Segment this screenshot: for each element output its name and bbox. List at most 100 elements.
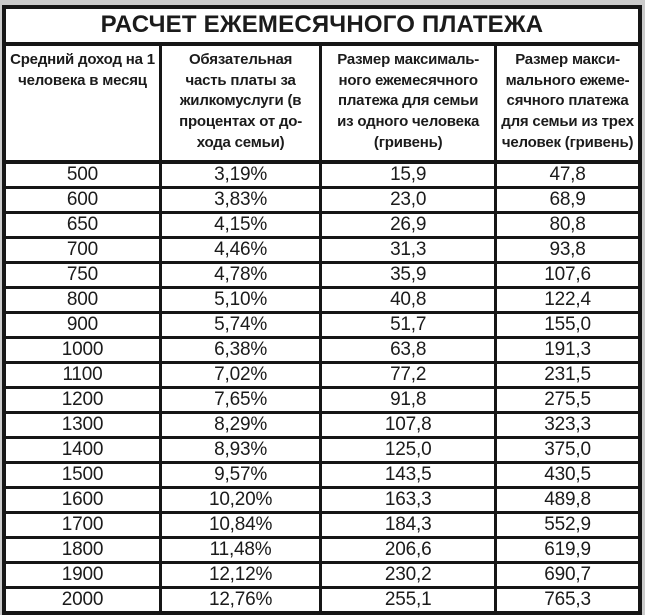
payment-three-persons-cell: 765,3 — [494, 586, 642, 615]
percent-cell: 10,20% — [158, 486, 323, 514]
percent-cell: 10,84% — [158, 511, 323, 539]
payment-one-person-cell: 77,2 — [319, 361, 498, 389]
table-row: 900 5,74% 51,7 155,0 — [2, 311, 642, 339]
income-cell: 500 — [2, 160, 162, 189]
table-row: 2000 12,76% 255,1 765,3 — [2, 586, 642, 615]
percent-cell: 6,38% — [158, 336, 323, 364]
payment-three-persons-cell: 47,8 — [494, 160, 642, 189]
table-row: 800 5,10% 40,8 122,4 — [2, 286, 642, 314]
payment-one-person-cell: 163,3 — [319, 486, 498, 514]
percent-cell: 3,83% — [158, 186, 323, 214]
payment-three-persons-cell: 619,9 — [494, 536, 642, 564]
payment-one-person-cell: 31,3 — [319, 236, 498, 264]
table-body: 500 3,19% 15,9 47,8 600 3,83% 23,0 68,9 650 4,15%… — [2, 160, 642, 615]
income-cell: 600 — [2, 186, 162, 214]
payment-three-persons-cell: 375,0 — [494, 436, 642, 464]
income-cell: 1600 — [2, 486, 162, 514]
income-cell: 1900 — [2, 561, 162, 589]
percent-cell: 12,76% — [158, 586, 323, 615]
income-cell: 800 — [2, 286, 162, 314]
percent-cell: 4,15% — [158, 211, 323, 239]
table-row: 1200 7,65% 91,8 275,5 — [2, 386, 642, 414]
payment-three-persons-cell: 430,5 — [494, 461, 642, 489]
payment-one-person-cell: 15,9 — [319, 160, 498, 189]
income-cell: 1000 — [2, 336, 162, 364]
payment-calculation-table: РАСЧЕТ ЕЖЕМЕСЯЧНОГО ПЛАТЕЖА Средний дохо… — [2, 5, 642, 615]
income-cell: 700 — [2, 236, 162, 264]
table-row: 1600 10,20% 163,3 489,8 — [2, 486, 642, 514]
payment-three-persons-cell: 552,9 — [494, 511, 642, 539]
income-cell: 1300 — [2, 411, 162, 439]
column-header-payment-three-persons: Размер макси- мального ежеме- сячного пл… — [494, 42, 642, 164]
income-cell: 1100 — [2, 361, 162, 389]
income-cell: 650 — [2, 211, 162, 239]
percent-cell: 8,29% — [158, 411, 323, 439]
column-header-payment-one-person: Размер максималь- ного ежемесячного плат… — [319, 42, 498, 164]
payment-one-person-cell: 91,8 — [319, 386, 498, 414]
percent-cell: 5,74% — [158, 311, 323, 339]
table-row: 1400 8,93% 125,0 375,0 — [2, 436, 642, 464]
table-row: 1300 8,29% 107,8 323,3 — [2, 411, 642, 439]
payment-three-persons-cell: 690,7 — [494, 561, 642, 589]
table-row: 600 3,83% 23,0 68,9 — [2, 186, 642, 214]
table-title: РАСЧЕТ ЕЖЕМЕСЯЧНОГО ПЛАТЕЖА — [2, 5, 642, 46]
payment-three-persons-cell: 122,4 — [494, 286, 642, 314]
percent-cell: 4,46% — [158, 236, 323, 264]
income-cell: 1200 — [2, 386, 162, 414]
title-row: РАСЧЕТ ЕЖЕМЕСЯЧНОГО ПЛАТЕЖА — [2, 5, 642, 46]
percent-cell: 12,12% — [158, 561, 323, 589]
payment-one-person-cell: 143,5 — [319, 461, 498, 489]
table-row: 700 4,46% 31,3 93,8 — [2, 236, 642, 264]
column-header-income: Средний доход на 1 человека в месяц — [2, 42, 162, 164]
payment-three-persons-cell: 155,0 — [494, 311, 642, 339]
percent-cell: 5,10% — [158, 286, 323, 314]
table-row: 650 4,15% 26,9 80,8 — [2, 211, 642, 239]
payment-three-persons-cell: 107,6 — [494, 261, 642, 289]
percent-cell: 7,02% — [158, 361, 323, 389]
payment-one-person-cell: 63,8 — [319, 336, 498, 364]
percent-cell: 11,48% — [158, 536, 323, 564]
payment-one-person-cell: 40,8 — [319, 286, 498, 314]
payment-three-persons-cell: 191,3 — [494, 336, 642, 364]
percent-cell: 7,65% — [158, 386, 323, 414]
income-cell: 900 — [2, 311, 162, 339]
table-row: 1700 10,84% 184,3 552,9 — [2, 511, 642, 539]
column-header-percent: Обязательная часть платы за жилкомуслуги… — [158, 42, 323, 164]
payment-one-person-cell: 51,7 — [319, 311, 498, 339]
payment-one-person-cell: 125,0 — [319, 436, 498, 464]
percent-cell: 9,57% — [158, 461, 323, 489]
payment-three-persons-cell: 323,3 — [494, 411, 642, 439]
table-row: 1500 9,57% 143,5 430,5 — [2, 461, 642, 489]
table-row: 1900 12,12% 230,2 690,7 — [2, 561, 642, 589]
header-row: Средний доход на 1 человека в месяц Обяз… — [2, 42, 642, 164]
income-cell: 2000 — [2, 586, 162, 615]
payment-one-person-cell: 23,0 — [319, 186, 498, 214]
income-cell: 1700 — [2, 511, 162, 539]
payment-one-person-cell: 206,6 — [319, 536, 498, 564]
payment-three-persons-cell: 68,9 — [494, 186, 642, 214]
table-row: 1000 6,38% 63,8 191,3 — [2, 336, 642, 364]
payment-three-persons-cell: 489,8 — [494, 486, 642, 514]
payment-three-persons-cell: 275,5 — [494, 386, 642, 414]
payment-one-person-cell: 184,3 — [319, 511, 498, 539]
income-cell: 1800 — [2, 536, 162, 564]
table-row: 500 3,19% 15,9 47,8 — [2, 160, 642, 189]
table-row: 1800 11,48% 206,6 619,9 — [2, 536, 642, 564]
percent-cell: 3,19% — [158, 160, 323, 189]
payment-one-person-cell: 107,8 — [319, 411, 498, 439]
income-cell: 1400 — [2, 436, 162, 464]
table-row: 1100 7,02% 77,2 231,5 — [2, 361, 642, 389]
payment-one-person-cell: 35,9 — [319, 261, 498, 289]
table-row: 750 4,78% 35,9 107,6 — [2, 261, 642, 289]
payment-three-persons-cell: 93,8 — [494, 236, 642, 264]
payment-one-person-cell: 26,9 — [319, 211, 498, 239]
payment-one-person-cell: 255,1 — [319, 586, 498, 615]
income-cell: 1500 — [2, 461, 162, 489]
percent-cell: 8,93% — [158, 436, 323, 464]
payment-three-persons-cell: 80,8 — [494, 211, 642, 239]
payment-one-person-cell: 230,2 — [319, 561, 498, 589]
percent-cell: 4,78% — [158, 261, 323, 289]
payment-three-persons-cell: 231,5 — [494, 361, 642, 389]
income-cell: 750 — [2, 261, 162, 289]
